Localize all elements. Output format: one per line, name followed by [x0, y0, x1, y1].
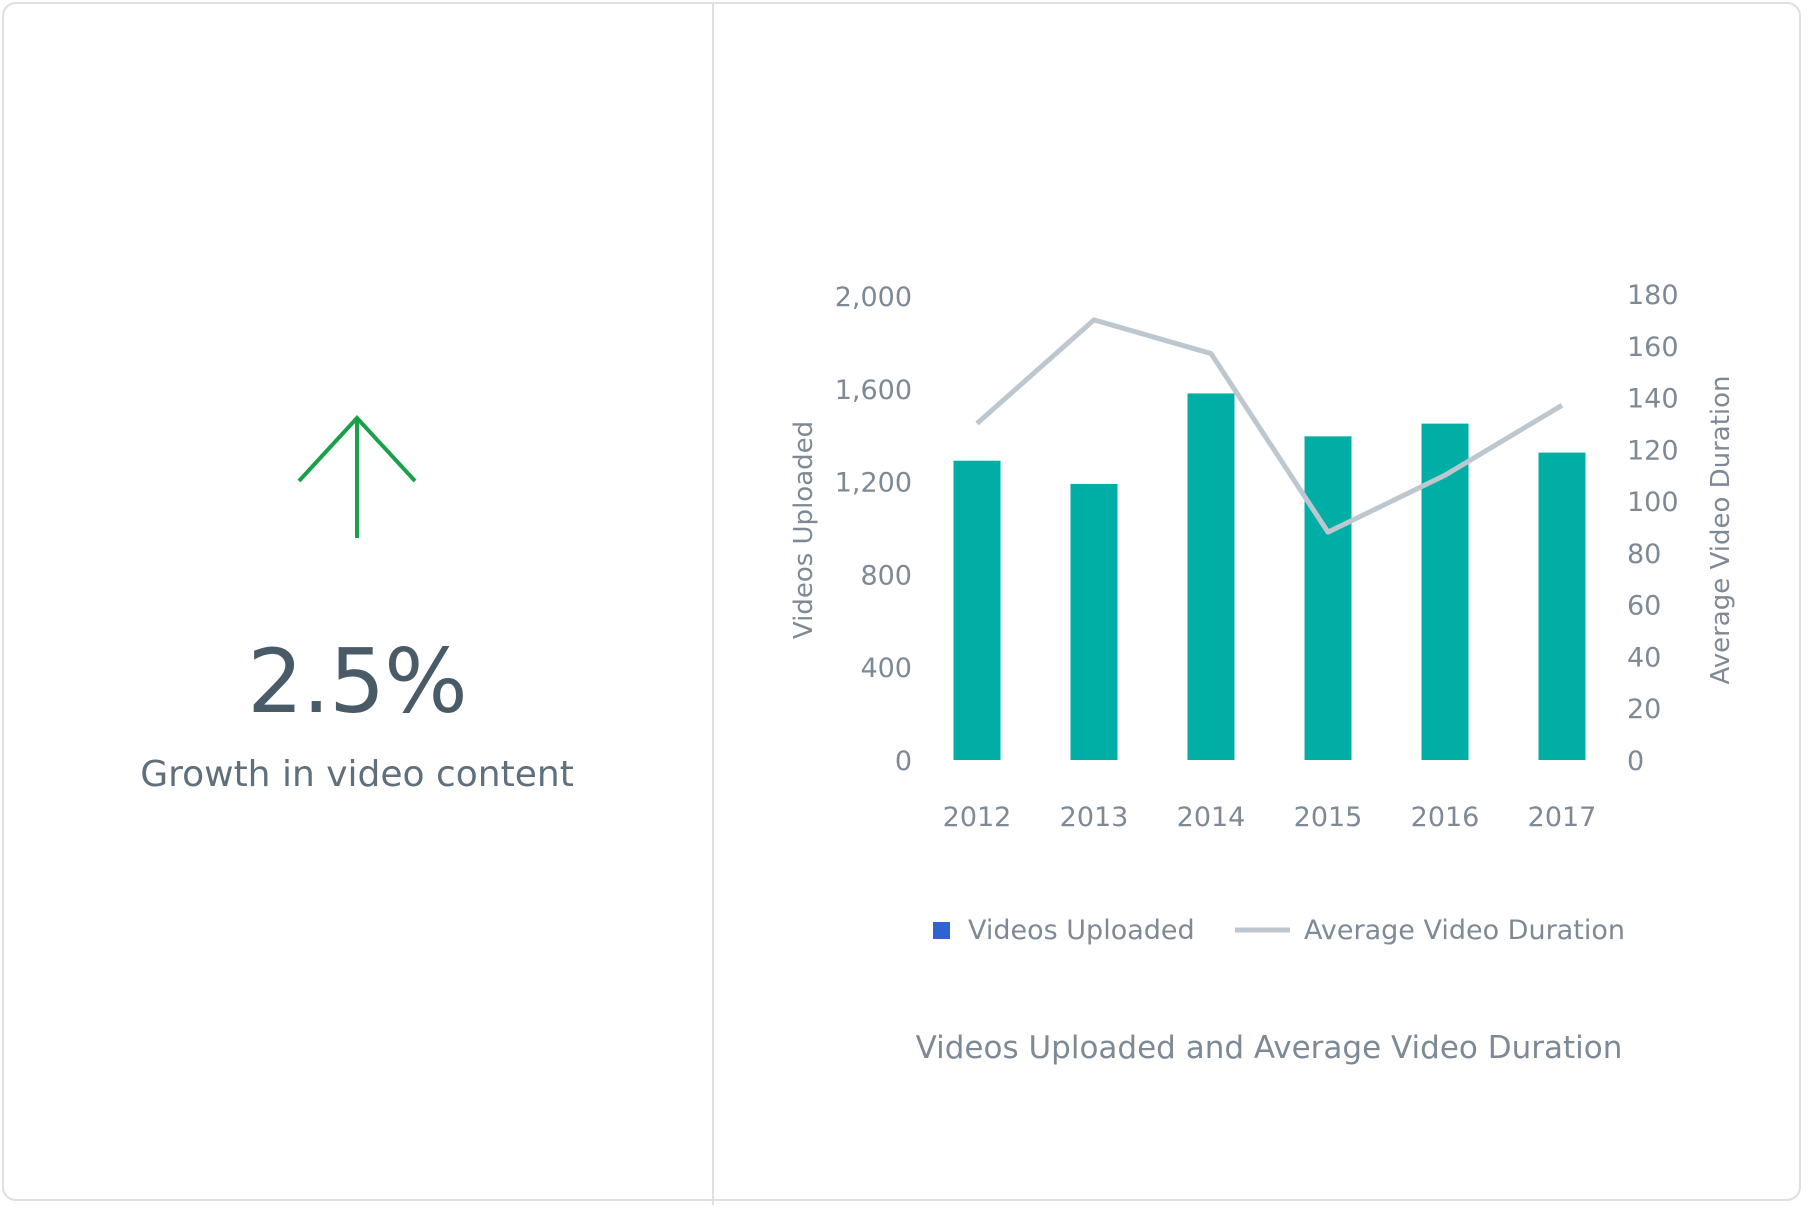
legend-label-videos-uploaded: Videos Uploaded	[968, 915, 1195, 946]
y2-tick-label: 40	[1627, 642, 1661, 673]
y2-tick-label: 140	[1627, 384, 1679, 415]
legend-label-average-duration: Average Video Duration	[1304, 915, 1625, 946]
y2-tick-label: 160	[1627, 332, 1679, 363]
y2-axis-title: Average Video Duration	[1706, 375, 1736, 684]
y-tick-label: 1,600	[835, 375, 912, 406]
y-tick-label: 1,200	[835, 468, 912, 499]
x-tick-label: 2017	[1528, 802, 1597, 833]
y2-tick-label: 0	[1627, 746, 1644, 777]
y-tick-label: 2,000	[835, 282, 912, 313]
y2-tick-label: 100	[1627, 487, 1679, 518]
bar	[953, 460, 1001, 760]
bar	[1304, 436, 1352, 760]
y-tick-label: 800	[860, 560, 912, 591]
x-tick-label: 2014	[1177, 802, 1246, 833]
line-series-average-duration	[975, 317, 1564, 535]
panel-divider	[712, 2, 714, 1205]
bar	[1538, 452, 1586, 760]
bar	[1187, 393, 1235, 760]
y2-tick-label: 180	[1627, 280, 1679, 311]
y2-tick-label: 120	[1627, 435, 1679, 466]
y-tick-label: 400	[860, 653, 912, 684]
x-tick-label: 2012	[943, 802, 1012, 833]
bar	[1421, 423, 1469, 760]
y2-tick-label: 20	[1627, 694, 1661, 725]
y2-tick-label: 60	[1627, 591, 1661, 622]
arrow-up-icon	[297, 415, 417, 538]
legend-swatch-videos-uploaded	[933, 922, 950, 939]
kpi-label: Growth in video content	[140, 754, 574, 795]
chart-title: Videos Uploaded and Average Video Durati…	[916, 1030, 1623, 1066]
y-axis-title: Videos Uploaded	[789, 421, 819, 639]
y-tick-label: 0	[895, 746, 912, 777]
x-tick-label: 2016	[1411, 802, 1480, 833]
bar	[1070, 483, 1118, 760]
kpi-value: 2.5%	[247, 630, 468, 733]
x-tick-label: 2015	[1294, 802, 1363, 833]
y2-tick-label: 80	[1627, 539, 1661, 570]
x-tick-label: 2013	[1060, 802, 1129, 833]
